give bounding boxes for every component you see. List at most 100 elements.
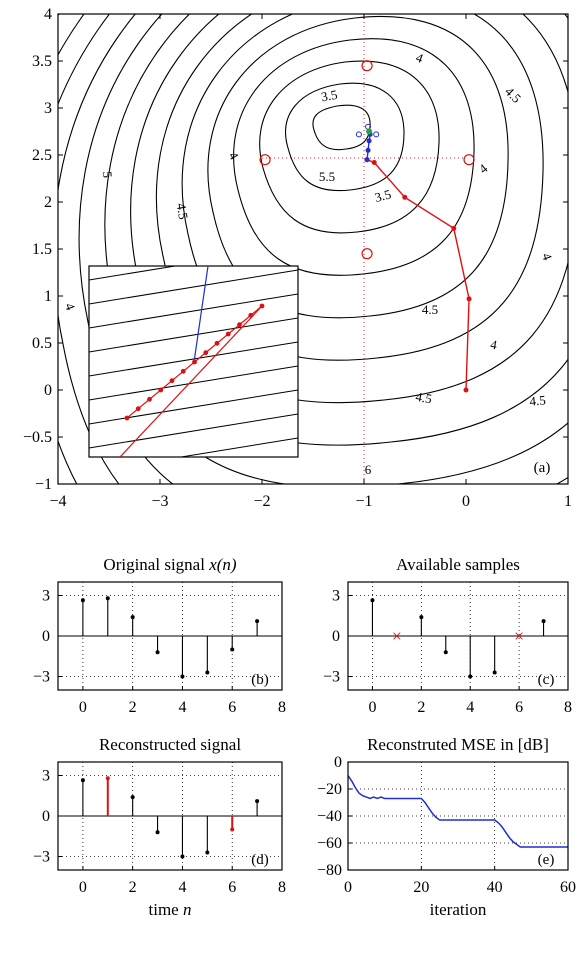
panel-e: 0 20 40 60 0 −20 −40 −60 −80 Reconstruted MSE in …: [317, 735, 576, 919]
contour-label: 4: [476, 160, 491, 176]
stem-marker: [230, 647, 235, 652]
contour-label: 6: [365, 462, 372, 477]
y-tick-label: −3: [33, 669, 50, 686]
panel-label: (b): [251, 672, 269, 688]
stem-marker: [443, 650, 448, 655]
x-tick-label: 0: [79, 879, 87, 896]
contour-label: 4: [414, 50, 426, 66]
stem-marker: [130, 795, 135, 800]
inset-contour-line: [89, 266, 179, 281]
panel-a: 3.5 4 4.5 5 3.5 4 4.5 5.5 4 3.5 4 4.5 4 4.5 4.5 4 6 −4 −3…: [23, 6, 572, 510]
x-tick-label: 0: [344, 879, 352, 896]
stem-marker: [105, 596, 110, 601]
stem-marker: [80, 778, 85, 783]
y-tick-label: 0: [42, 628, 50, 645]
contour-label: 3.5: [320, 87, 339, 105]
y-tick-label: 0: [334, 754, 342, 771]
x-tick-label: 0: [79, 699, 87, 716]
inset-contour-line: [89, 365, 298, 401]
inset-iterates: [124, 303, 265, 421]
x-tick-label: 4: [178, 699, 186, 716]
x-tick-label: 2: [129, 879, 137, 896]
contour-label: 4.5: [502, 84, 524, 106]
x-tick-label: 4: [466, 699, 474, 716]
red-circle-marker: [361, 248, 373, 260]
x-tick-label: 2: [417, 699, 425, 716]
mse-line: [347, 775, 568, 848]
chart-title: Available samples: [396, 555, 520, 574]
contour-line: [285, 82, 405, 192]
blue-iterate-point: [364, 157, 370, 163]
descent-paths: [259, 60, 475, 393]
panel-label: (c): [538, 672, 555, 688]
x-tick-label: −1: [355, 493, 372, 510]
stem-marker: [155, 650, 160, 655]
red-circle-marker: [361, 60, 373, 72]
stem-marker: [80, 598, 85, 603]
x-axis-label: time n: [149, 900, 192, 919]
minimum-point: [366, 128, 373, 135]
y-tick-label: −40: [317, 808, 342, 825]
stem-marker: [155, 830, 160, 835]
y-tick-label: 3: [42, 588, 50, 605]
inset-iterate-point: [135, 406, 141, 412]
contour-line: [259, 60, 440, 234]
x-tick-label: 6: [515, 699, 523, 716]
inset-contour-line: [89, 293, 298, 329]
contour-label: 4.5: [422, 302, 438, 317]
contour-line: [233, 38, 475, 276]
x-tick-label: 60: [560, 879, 576, 896]
stem-marker: [370, 598, 375, 603]
stem-marker: [468, 674, 473, 679]
contour-label: 4.5: [174, 202, 192, 221]
chart-title: Reconstruted MSE in [dB]: [367, 735, 549, 754]
stem-marker: [180, 854, 185, 859]
contour-label: 4: [489, 337, 498, 353]
y-tick-label: 1.5: [32, 241, 52, 258]
contour-line: [312, 104, 371, 151]
panel-d: 0 2 4 6 8 3 0 −3 Reconstructed signal (d) time n: [33, 735, 286, 919]
red-iterate-point: [463, 387, 469, 393]
red-circle-marker: [259, 154, 271, 166]
inset-iterate-point: [203, 350, 209, 356]
stem-marker: [255, 619, 260, 624]
y-tick-label: 0: [42, 808, 50, 825]
inset-contour-line: [89, 341, 298, 377]
y-tick-label: −0.5: [23, 429, 52, 446]
inset-iterate-point: [147, 396, 152, 402]
y-tick-label: 2.5: [32, 147, 52, 164]
missing-sample-marker: ×: [392, 626, 402, 646]
axis-ticks-a: −4 −3 −2 −1 0 1 −1 −0.5 0 0.5 1 1.5 2 2.5 3 3.5 4: [23, 6, 572, 510]
panel-c: × × 0 2 4 6 8 3 0 −3 Available samples (c): [323, 555, 572, 716]
panel-label: (d): [251, 852, 269, 868]
contour-label: 3.5: [373, 186, 393, 205]
blue-iterate-point: [366, 138, 372, 144]
contour-label: 5.5: [319, 169, 335, 184]
stem-marker: [205, 850, 210, 855]
panel-b: 0 2 4 6 8 3 0 −3 Original signal x(n) (b): [33, 555, 286, 716]
x-tick-label: −4: [49, 493, 66, 510]
inset-iterate-point: [192, 359, 197, 365]
blue-sample-marker: [355, 131, 362, 138]
inset: [88, 265, 299, 458]
missing-sample-marker: ×: [514, 626, 524, 646]
stem-marker: [419, 615, 424, 620]
x-tick-label: −3: [151, 493, 168, 510]
contour-label: 4.5: [529, 392, 546, 408]
x-tick-label: 2: [129, 699, 137, 716]
y-tick-label: 3: [332, 588, 340, 605]
inset-iterate-point: [259, 303, 265, 309]
inset-iterate-point: [124, 415, 130, 421]
red-iterate-point: [451, 225, 457, 231]
inset-iterate-point: [214, 340, 220, 346]
inset-blue-path: [193, 266, 209, 363]
inset-iterate-point: [248, 312, 254, 318]
stem-marker: [541, 619, 546, 624]
panel-label: (e): [538, 852, 555, 868]
chart-title: Original signal x(n): [103, 555, 236, 574]
x-tick-label: 6: [228, 879, 236, 896]
x-tick-label: 20: [413, 879, 429, 896]
inset-iterate-point: [169, 378, 175, 384]
red-iterate-point: [466, 296, 472, 302]
y-tick-label: 0: [332, 628, 340, 645]
